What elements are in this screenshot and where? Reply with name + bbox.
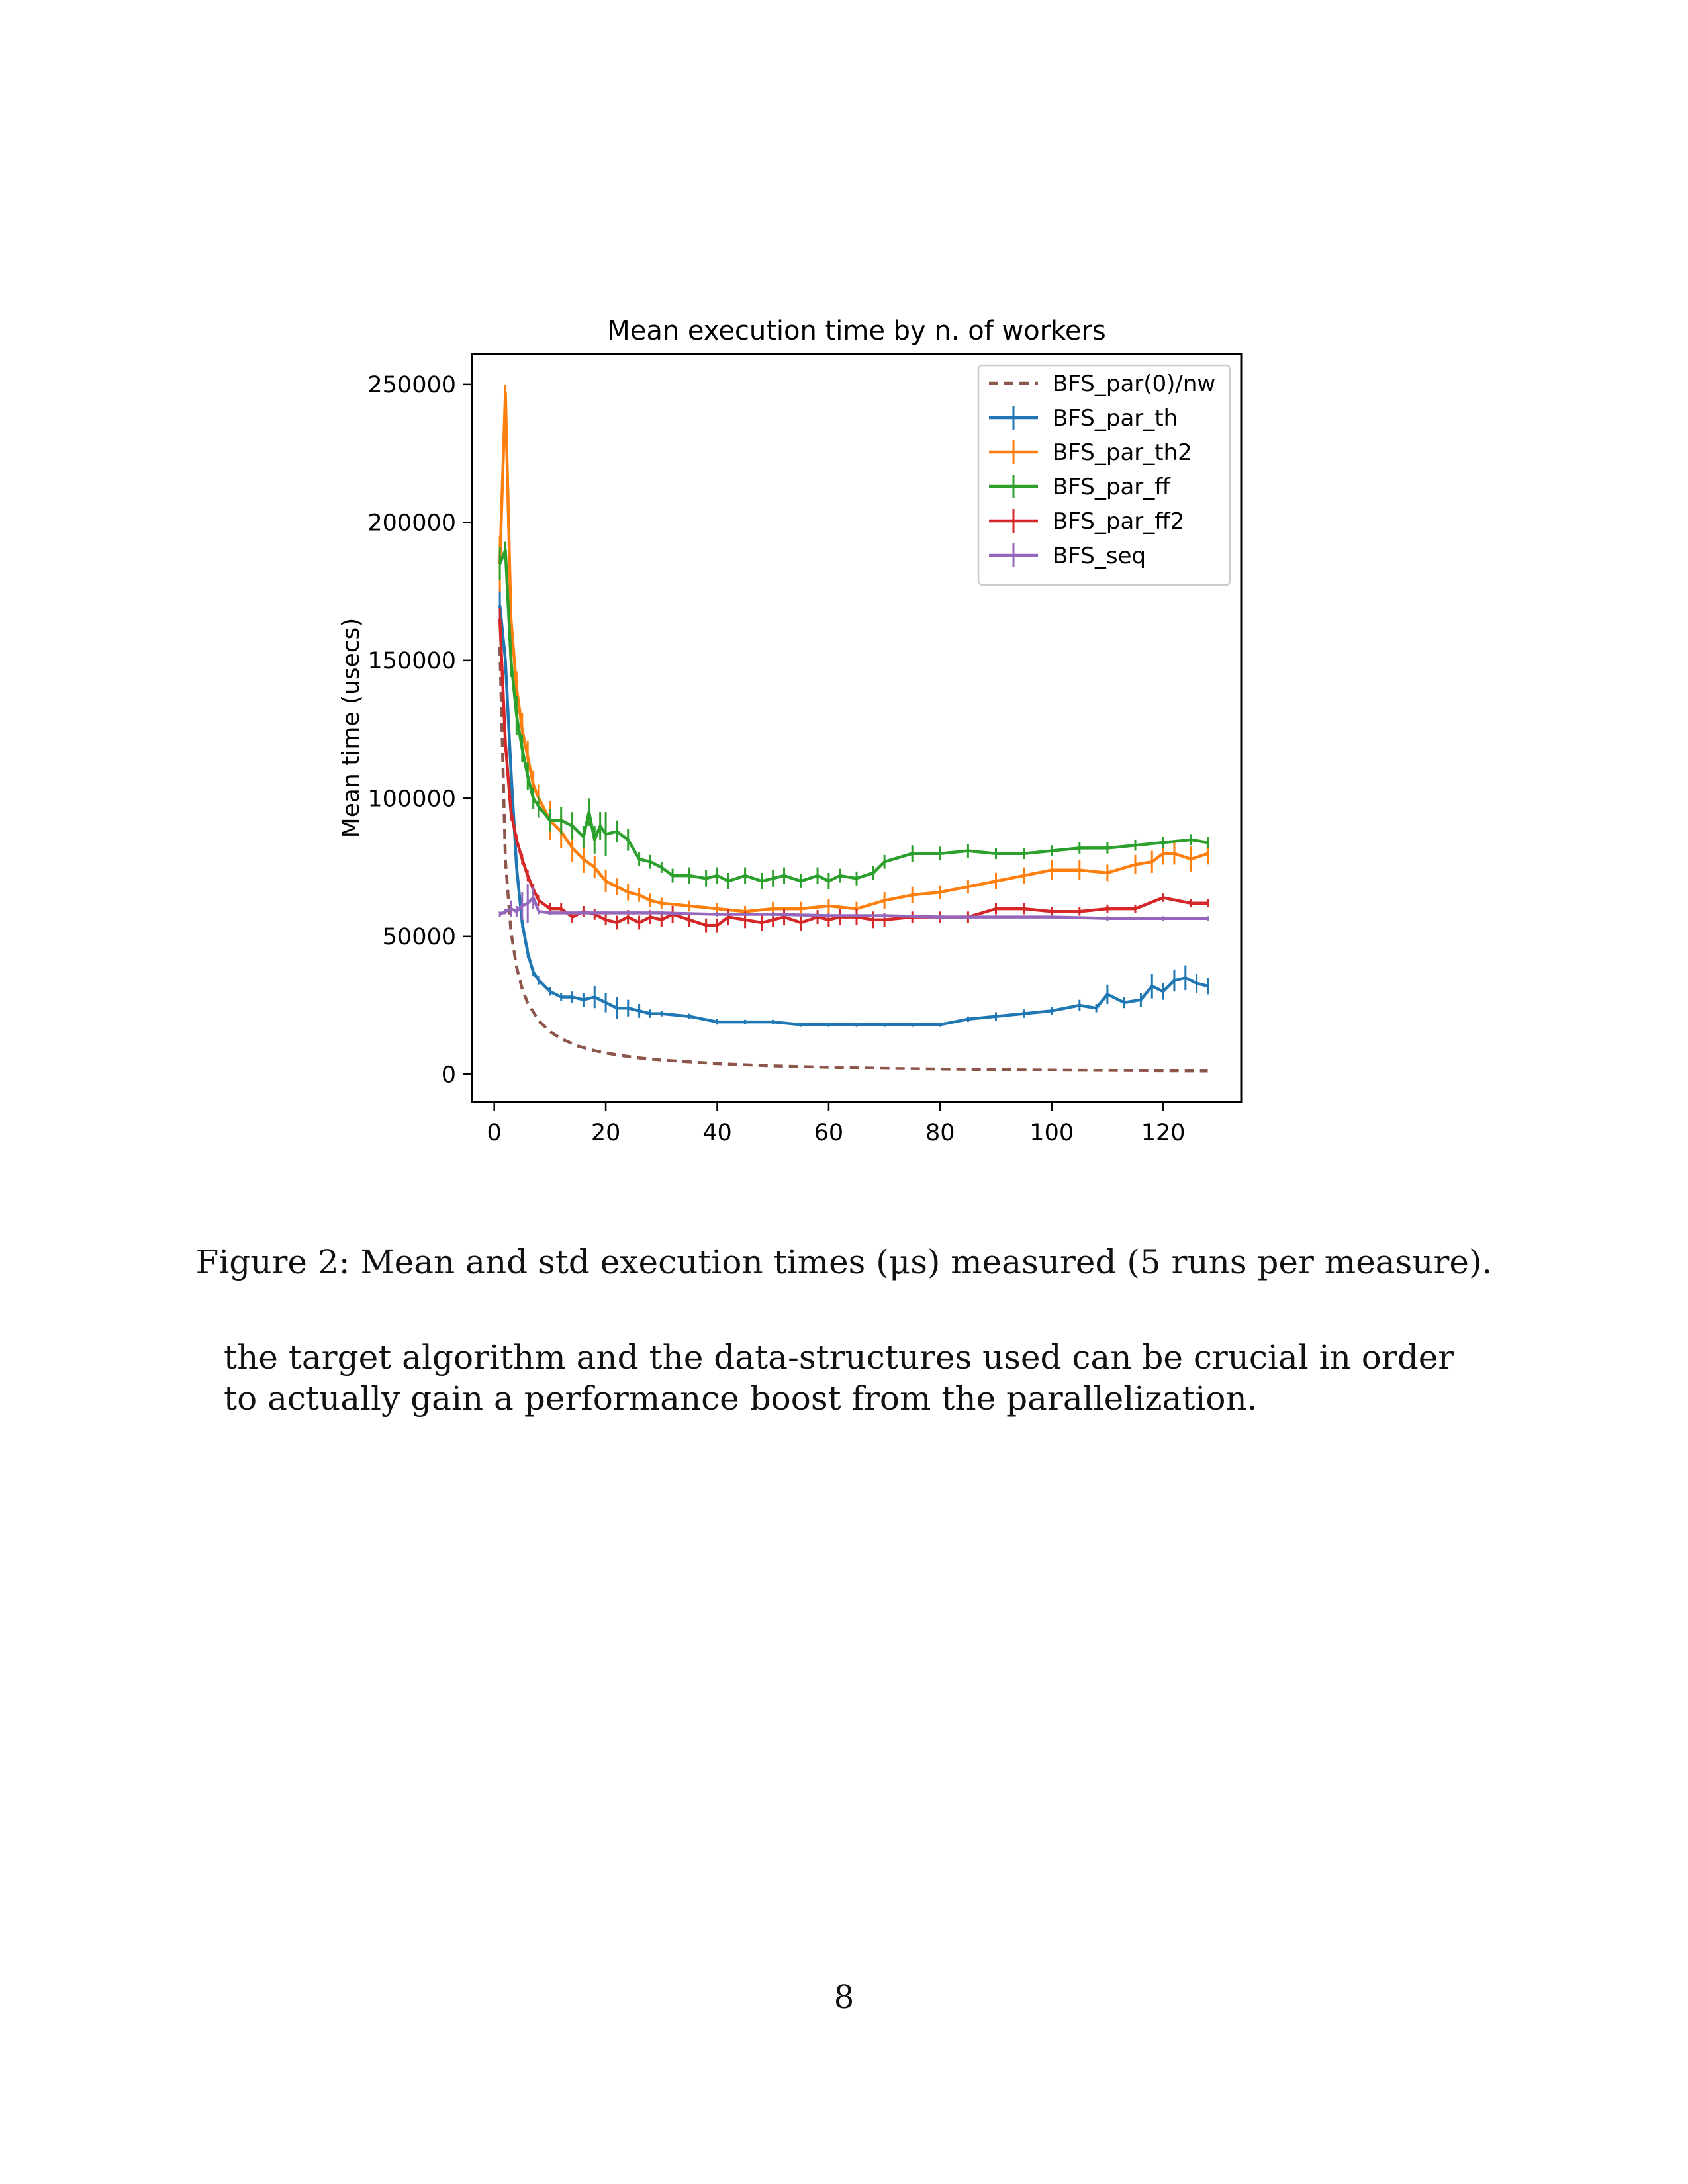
series-BFS_par_th xyxy=(498,586,1209,1027)
x-axis-ticks: 0 20 40 60 80 100 120 xyxy=(487,1102,1186,1146)
legend-label: BFS_seq xyxy=(1053,543,1146,569)
legend-label: BFS_par(0)/nw xyxy=(1053,371,1215,397)
y-axis-label: Mean time (usecs) xyxy=(338,618,365,839)
chart-title: Mean execution time by n. of workers xyxy=(607,316,1106,346)
series-BFS_seq xyxy=(498,884,1209,923)
series-BFS_par_ff2 xyxy=(498,608,1209,933)
series-layer xyxy=(498,384,1209,1073)
x-tick-label: 60 xyxy=(814,1120,844,1146)
y-tick-label: 50000 xyxy=(383,924,456,950)
legend-frame xyxy=(977,364,1231,586)
legend-label: BFS_par_ff2 xyxy=(1053,508,1184,535)
series-line xyxy=(498,646,1208,1073)
y-tick-label: 150000 xyxy=(367,648,456,674)
y-tick-label: 100000 xyxy=(367,786,456,812)
series-BFS_par(0)/nw xyxy=(498,646,1208,1073)
y-axis-ticks: 0 50000 100000 150000 200000 250000 xyxy=(367,372,472,1088)
x-tick-label: 100 xyxy=(1029,1120,1074,1146)
plot-frame xyxy=(471,353,1243,1103)
x-tick-label: 40 xyxy=(702,1120,732,1146)
x-tick-label: 20 xyxy=(591,1120,621,1146)
legend-label: BFS_par_th xyxy=(1053,405,1178,432)
y-tick-label: 250000 xyxy=(367,372,456,398)
legend-label: BFS_par_ff xyxy=(1053,474,1171,500)
x-tick-label: 0 xyxy=(487,1120,502,1146)
y-tick-label: 200000 xyxy=(367,510,456,536)
y-tick-label: 0 xyxy=(442,1062,456,1088)
x-tick-label: 120 xyxy=(1141,1120,1186,1146)
legend: BFS_par(0)/nw BFS_par_th BFS_par_th2 BFS_pa… xyxy=(977,364,1231,586)
x-tick-label: 80 xyxy=(925,1120,955,1146)
page-number: 8 xyxy=(833,1979,855,2016)
legend-label: BFS_par_th2 xyxy=(1053,439,1192,466)
series-BFS_par_ff xyxy=(498,541,1209,889)
chart: Mean execution time by n. of workers Mea… xyxy=(338,316,1243,1146)
figure-caption: Figure 2: Mean and std execution times (… xyxy=(195,1243,1493,1281)
series-line xyxy=(498,605,1209,1026)
body-paragraph: the target algorithm and the data-struct… xyxy=(224,1338,1454,1418)
